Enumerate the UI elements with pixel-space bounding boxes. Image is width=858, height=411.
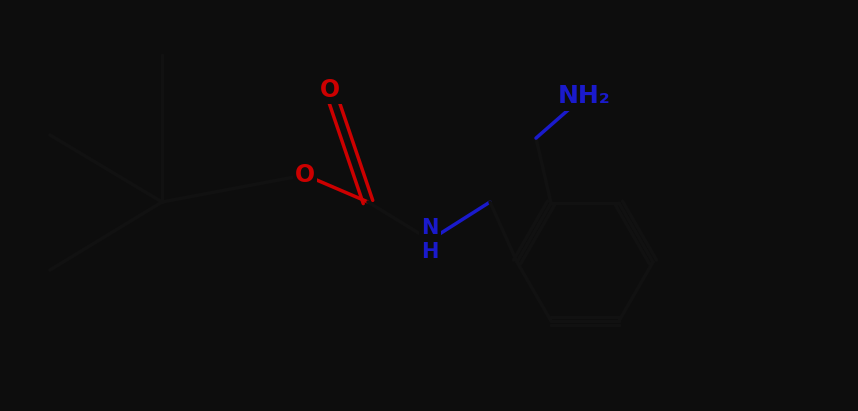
Text: NH₂: NH₂ <box>558 84 610 108</box>
Text: O: O <box>320 78 340 102</box>
Text: O: O <box>295 163 315 187</box>
Text: N
H: N H <box>421 218 438 261</box>
